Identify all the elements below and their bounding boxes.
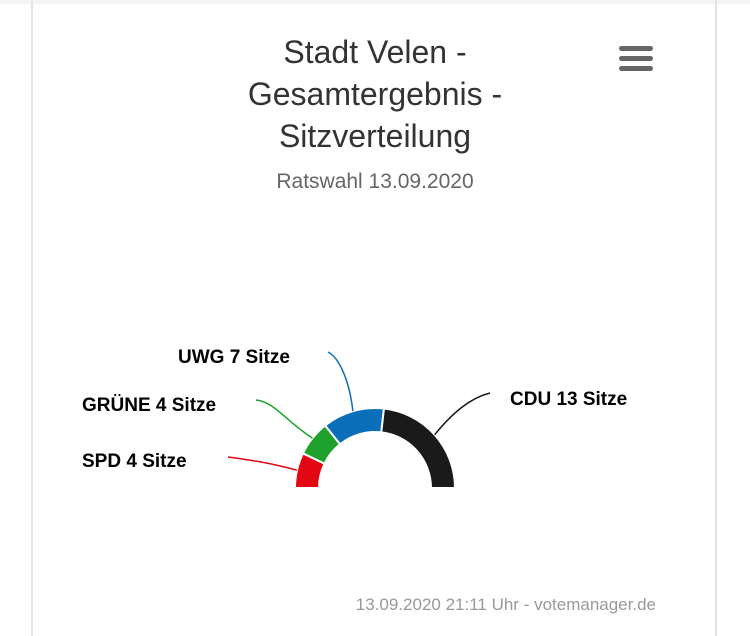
labels-group: SPD 4 Sitze GRÜNE 4 Sitze UWG 7 Sitze CDU 1…: [82, 347, 627, 472]
title-line-2: Gesamtergebnis -: [247, 76, 503, 112]
title-line-3: Sitzverteilung: [278, 118, 472, 154]
slice-cdu[interactable]: [380, 407, 457, 489]
connector-cdu: [434, 392, 491, 436]
top-edge: [0, 0, 750, 4]
data-label-grüne: GRÜNE 4 Sitze: [82, 395, 216, 416]
connector-spd: [227, 456, 298, 471]
data-label-uwg: UWG 7 Sitze: [178, 347, 290, 368]
chart-container: [31, 0, 717, 636]
data-label-cdu: CDU 13 Sitze: [510, 389, 627, 410]
data-label-spd: SPD 4 Sitze: [82, 451, 187, 472]
hamburger-menu-icon[interactable]: [617, 44, 655, 76]
connector-uwg: [327, 351, 354, 412]
slices-group: [293, 407, 457, 489]
connector-grüne: [255, 399, 313, 439]
chart-subtitle: Ratswahl 13.09.2020: [276, 170, 474, 193]
connectors-group: [227, 351, 491, 471]
menu-bar: [619, 56, 653, 61]
chart-title: Stadt Velen - Gesamtergebnis - Sitzverte…: [150, 31, 600, 157]
credits-link[interactable]: 13.09.2020 21:11 Uhr - votemanager.de: [355, 595, 656, 614]
menu-bar: [619, 66, 653, 71]
menu-bar: [619, 46, 653, 51]
title-line-1: Stadt Velen -: [283, 34, 467, 70]
